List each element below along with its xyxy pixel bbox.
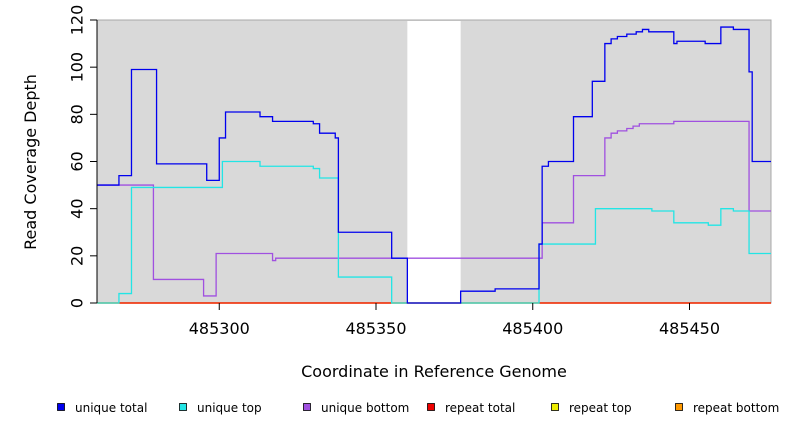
y-tick-label-100: 100 xyxy=(68,52,87,83)
legend: unique total unique top unique bottom repea… xyxy=(57,401,779,415)
x-tick-label-485450: 485450 xyxy=(659,319,720,338)
legend-swatch-unique-bottom xyxy=(303,403,311,411)
coverage-gap-0 xyxy=(407,21,461,304)
legend-swatch-repeat-bottom xyxy=(675,403,683,411)
y-tick-label-120: 120 xyxy=(68,5,87,36)
legend-swatch-unique-top xyxy=(179,403,187,411)
legend-label-unique-total: unique total xyxy=(75,401,147,415)
legend-label-repeat-top: repeat top xyxy=(569,401,632,415)
plot-background xyxy=(96,19,772,304)
y-tick-label-0: 0 xyxy=(68,298,87,308)
y-tick-label-20: 20 xyxy=(68,246,87,266)
legend-label-repeat-total: repeat total xyxy=(445,401,515,415)
y-tick-label-80: 80 xyxy=(68,104,87,124)
legend-label-unique-bottom: unique bottom xyxy=(321,401,409,415)
legend-swatch-repeat-total xyxy=(427,403,435,411)
series-unique-bottom xyxy=(97,120,771,297)
y-tick-label-40: 40 xyxy=(68,198,87,218)
x-axis-title: Coordinate in Reference Genome xyxy=(301,362,567,381)
series-layer xyxy=(97,26,771,304)
series-unique-total xyxy=(97,26,771,304)
y-axis-title: Read Coverage Depth xyxy=(21,74,40,250)
legend-swatch-unique-total xyxy=(57,403,65,411)
y-tick-label-60: 60 xyxy=(68,151,87,171)
x-tick-label-485300: 485300 xyxy=(189,319,250,338)
x-tick-label-485350: 485350 xyxy=(345,319,406,338)
x-tick-label-485400: 485400 xyxy=(502,319,563,338)
axes-layer: 0 20 40 60 80 100 120 485300 485350 485400 485450 xyxy=(68,5,720,338)
legend-swatch-repeat-top xyxy=(551,403,559,411)
legend-label-unique-top: unique top xyxy=(197,401,262,415)
legend-label-repeat-bottom: repeat bottom xyxy=(693,401,779,415)
